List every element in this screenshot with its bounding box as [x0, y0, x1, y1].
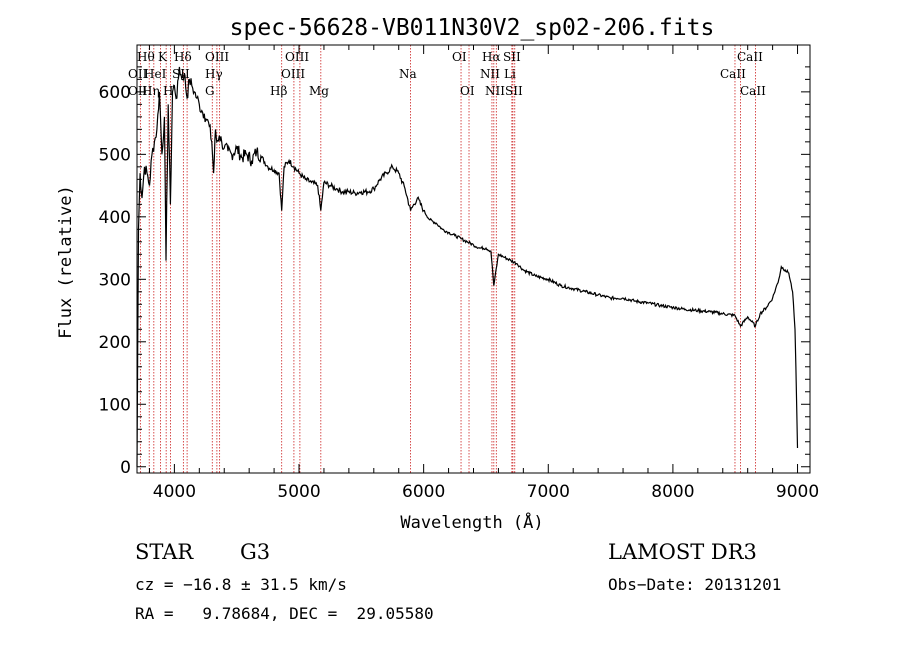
y-axis: 0 100 200 300 400 500 600 [99, 66, 810, 478]
redshift-cz: cz = −16.8 ± 31.5 km/s [135, 575, 347, 594]
label-g: G [205, 84, 215, 98]
label-nii-2: NII [485, 84, 505, 98]
y-tick-label: 400 [99, 208, 131, 228]
x-axis: 4000 5000 6000 7000 8000 9000 [148, 45, 819, 502]
y-tick-label: 500 [99, 145, 131, 165]
x-tick-label: 5000 [277, 482, 320, 502]
label-h-alpha: Hα [482, 50, 501, 64]
label-oiii-1: OIII [205, 50, 229, 64]
label-oiii-2: OIII [285, 50, 309, 64]
label-na: Na [399, 67, 417, 81]
y-tick-label: 600 [99, 83, 131, 103]
label-h-delta: Hδ [174, 50, 192, 64]
marker-lines [139, 45, 756, 473]
x-tick-label: 8000 [651, 482, 694, 502]
label-h-theta: Hθ [137, 50, 155, 64]
y-tick-label: 300 [99, 270, 131, 290]
label-h-gamma: Hγ [205, 67, 223, 81]
coordinates: RA = 9.78684, DEC = 29.05580 [135, 604, 434, 623]
y-axis-label: Flux (relative) [56, 185, 76, 339]
x-tick-label: 6000 [402, 482, 445, 502]
x-tick-label: 9000 [776, 482, 819, 502]
x-tick-label: 7000 [527, 482, 570, 502]
x-axis-label: Wavelength (Å) [400, 511, 543, 533]
label-hei: HeI [144, 67, 167, 81]
line-labels: Hθ K Hδ OIII OIII OI Hα SII CaII OII HeI… [128, 50, 766, 98]
label-h-beta: Hβ [270, 84, 287, 98]
label-sii-0: SII [172, 67, 190, 81]
label-k: K [158, 50, 168, 64]
label-oi-2: OI [460, 84, 475, 98]
y-tick-label: 0 [120, 458, 131, 478]
subclass: G3 [240, 540, 271, 564]
obs-date: Obs−Date: 20131201 [608, 575, 782, 594]
label-oii-1: OII [128, 67, 148, 81]
label-sii-2: SII [505, 84, 523, 98]
label-oiii-3: OIII [281, 67, 305, 81]
x-tick-label: 4000 [153, 482, 196, 502]
spectrum-line [136, 66, 799, 467]
label-li: Li [504, 67, 516, 81]
label-caii-1: CaII [737, 50, 763, 64]
label-oii-2: OII [128, 84, 148, 98]
y-tick-label: 100 [99, 395, 131, 415]
y-tick-label: 200 [99, 333, 131, 353]
label-mg: Mg [309, 84, 329, 98]
label-oi-1: OI [452, 50, 467, 64]
object-type: STAR [135, 540, 194, 564]
chart-title: spec-56628-VB011N30V2_sp02-206.fits [230, 15, 715, 41]
label-h-eta: Hη [142, 84, 160, 98]
label-caii-3: CaII [740, 84, 766, 98]
label-h: H [163, 84, 173, 98]
label-sii-1: SII [503, 50, 521, 64]
plot-frame [136, 44, 811, 474]
label-nii-1: NII [480, 67, 500, 81]
label-caii-2: CaII [720, 67, 746, 81]
survey-name: LAMOST DR3 [608, 540, 757, 564]
